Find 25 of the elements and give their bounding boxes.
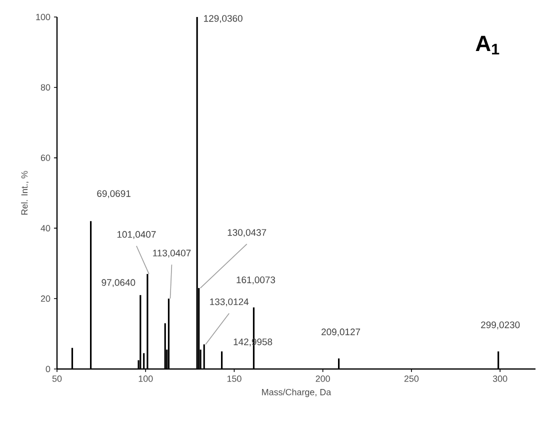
x-tick-label: 150 xyxy=(227,376,242,382)
annotation: 113,0407 xyxy=(153,250,191,258)
annotation: 69,0691 xyxy=(97,190,130,198)
x-tick-label: 50 xyxy=(52,376,62,382)
x-tick-label: 250 xyxy=(404,376,419,382)
y-tick-label: 20 xyxy=(40,295,50,302)
x-tick-label: 300 xyxy=(492,376,508,382)
x-axis-title: Mass/Charge, Da xyxy=(262,388,332,398)
annotation: 101,0407 xyxy=(117,231,156,239)
x-tick-label: 100 xyxy=(138,376,153,382)
annotation: 161,0073 xyxy=(236,276,276,284)
annotation: 129,0360 xyxy=(204,15,242,23)
y-tick-label: 40 xyxy=(40,225,50,232)
annotation: 97,0640 xyxy=(102,279,136,287)
y-tick-label: 80 xyxy=(40,84,50,91)
annotation: 133,0124 xyxy=(210,298,249,306)
y-axis-title: Rel. Int., % xyxy=(21,170,29,215)
y-tick-label: 0 xyxy=(46,366,50,372)
y-tick-label: 60 xyxy=(40,154,50,161)
y-tick-label: 100 xyxy=(36,14,50,20)
annotation: 209,0127 xyxy=(322,328,360,336)
x-tick-label: 200 xyxy=(316,376,330,382)
annotation: 130,0437 xyxy=(228,229,266,237)
chart-title: A$_{1}$ xyxy=(476,36,500,54)
annotation: 299,0230 xyxy=(481,321,520,330)
